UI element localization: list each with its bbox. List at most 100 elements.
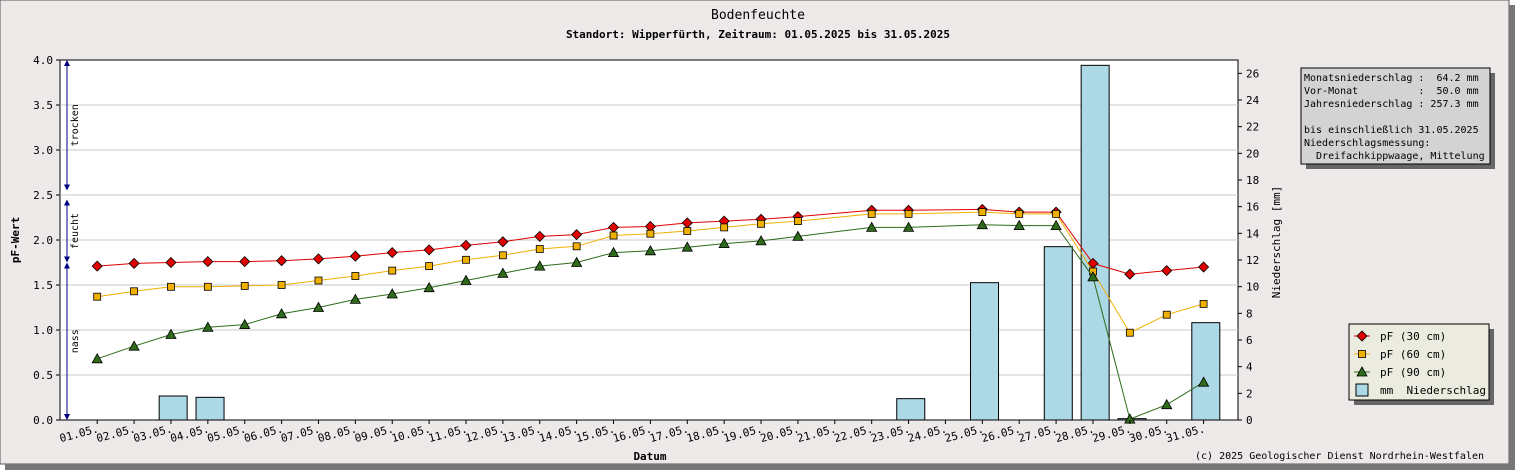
info-line: Monatsniederschlag : 64.2 mm	[1304, 73, 1479, 84]
data-point	[314, 276, 323, 285]
data-point	[1198, 261, 1210, 273]
data-point	[128, 257, 140, 269]
data-point	[386, 247, 398, 259]
legend-label: pF (90 cm)	[1380, 366, 1446, 379]
left-tick-label: 2.5	[33, 189, 53, 202]
left-tick-label: 4.0	[33, 54, 53, 67]
legend-label: pF (60 cm)	[1380, 348, 1446, 361]
legend-items: pF (30 cm) pF (60 cm) pF (90 cm) mm Nieders…	[1354, 330, 1486, 397]
data-point	[1050, 219, 1062, 231]
right-tick-label: 22	[1246, 121, 1259, 134]
y-axis-left-label: pF-Wert	[9, 217, 22, 263]
data-point	[646, 229, 655, 238]
zone-label: trocken	[70, 104, 81, 146]
data-point	[607, 246, 620, 258]
data-point	[130, 287, 138, 296]
data-point	[203, 282, 212, 291]
data-point	[570, 256, 583, 267]
precip-bar	[1191, 322, 1221, 421]
data-point	[1052, 209, 1060, 218]
data-point	[277, 281, 286, 289]
chart-title: Bodenfeuchte	[711, 8, 805, 23]
y-axis-right-label: Niederschlag [mm]	[1270, 186, 1283, 299]
data-point	[423, 281, 435, 293]
data-point	[239, 318, 251, 330]
data-point	[609, 231, 618, 240]
data-point	[683, 227, 692, 235]
zone-arrow-down	[64, 414, 70, 420]
info-line: Niederschlagsmessung:	[1304, 138, 1430, 149]
data-point	[681, 241, 693, 252]
data-point	[91, 352, 103, 364]
data-point	[976, 218, 988, 230]
series-diamond	[91, 203, 1210, 280]
precip-bar	[896, 398, 926, 421]
info-line: Dreifachkippwaage, Mittelung	[1304, 151, 1485, 162]
copyright-text: (c) 2025 Geologischer Dienst Nordrhein-W…	[1195, 451, 1484, 462]
precip-bar	[970, 282, 1000, 421]
data-point	[93, 292, 102, 301]
data-point	[1358, 350, 1366, 358]
data-point	[757, 219, 765, 228]
data-point	[312, 253, 325, 265]
data-point	[718, 237, 730, 249]
data-point	[644, 244, 657, 256]
left-tick-label: 0.0	[33, 414, 53, 427]
right-tick-label: 18	[1246, 174, 1259, 187]
legend-swatch-bar	[1355, 383, 1369, 397]
info-box	[1300, 67, 1491, 165]
info-box-lines: Monatsniederschlag : 64.2 mm Vor-Monat : …	[1304, 73, 1485, 162]
data-point	[1015, 209, 1024, 218]
data-point	[386, 288, 398, 299]
legend-label: pF (30 cm)	[1380, 330, 1446, 343]
left-tick-label: 1.5	[33, 279, 53, 292]
right-tick-label: 20	[1246, 147, 1259, 160]
info-line: bis einschließlich 31.05.2025	[1304, 125, 1479, 136]
right-tick-label: 24	[1246, 94, 1260, 107]
info-line: Jahresniederschlag : 257.3 mm	[1304, 99, 1479, 110]
data-point	[1162, 310, 1171, 319]
data-point	[534, 230, 546, 242]
data-point	[571, 229, 583, 241]
series-triangle	[91, 218, 1210, 424]
right-tick-label: 0	[1246, 414, 1253, 427]
left-tick-label: 0.5	[33, 369, 53, 382]
zone-label: feucht	[70, 213, 81, 249]
zone-arrow-down	[64, 184, 70, 191]
data-point	[904, 209, 913, 218]
left-tick-label: 1.0	[33, 324, 53, 337]
data-point	[1124, 268, 1136, 280]
pf-series-lines	[91, 203, 1210, 424]
precip-bar	[1080, 64, 1110, 421]
data-point	[1356, 366, 1368, 377]
data-point	[460, 239, 472, 251]
data-point	[423, 244, 435, 256]
left-tick-label: 3.0	[33, 144, 53, 157]
right-tick-label: 16	[1246, 201, 1259, 214]
left-tick-label: 3.5	[33, 99, 53, 112]
zone-label: nass	[70, 329, 81, 353]
data-point	[1356, 330, 1368, 342]
data-point	[755, 235, 767, 246]
zone-arrow-down	[64, 256, 70, 263]
data-point	[388, 266, 397, 275]
data-point	[534, 260, 546, 271]
left-tick-label: 2.0	[33, 234, 53, 247]
right-tick-label: 4	[1246, 361, 1253, 374]
data-point	[240, 281, 249, 290]
data-point	[167, 282, 175, 291]
info-line: Vor-Monat : 50.0 mm	[1304, 86, 1479, 97]
data-point	[497, 236, 509, 248]
data-point	[498, 251, 507, 260]
data-point	[792, 230, 804, 241]
precip-bar	[195, 396, 225, 421]
right-tick-label: 2	[1246, 387, 1253, 400]
data-point	[460, 274, 472, 285]
moisture-zones: trocken feucht nass	[64, 60, 81, 420]
legend-label: mm Niederschlag	[1380, 384, 1486, 397]
data-point	[275, 307, 288, 319]
data-point	[462, 255, 470, 264]
right-tick-label: 12	[1246, 254, 1259, 267]
